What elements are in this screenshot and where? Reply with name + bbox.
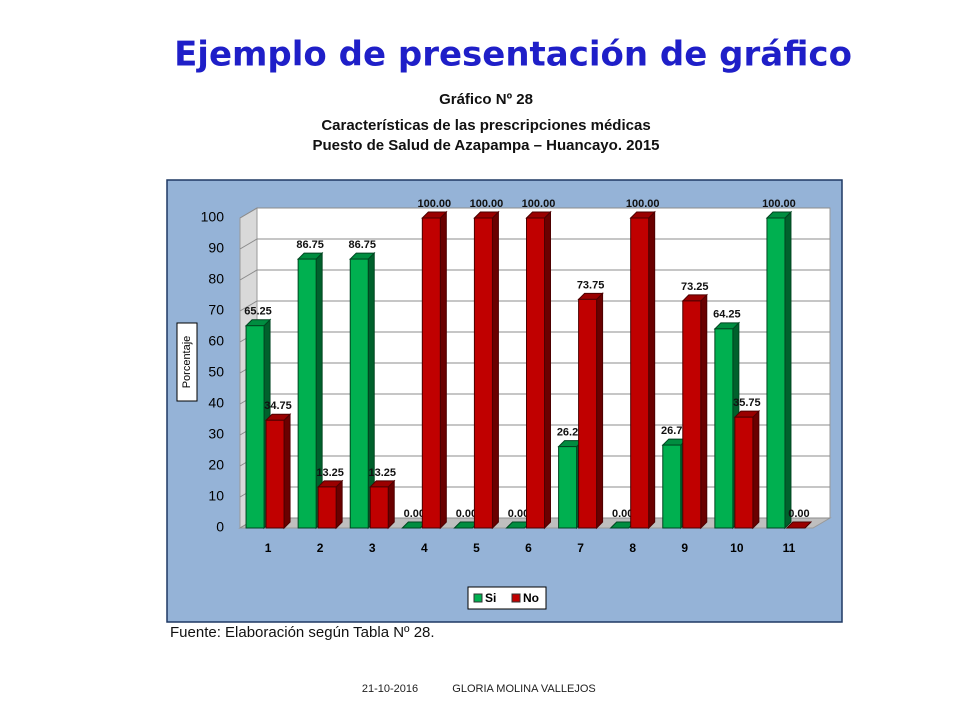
data-label: 35.75 [733, 397, 761, 409]
legend-swatch [473, 593, 483, 603]
y-tick-label: 40 [208, 395, 224, 411]
y-tick-label: 0 [216, 519, 224, 535]
footer-author: GLORIA MOLINA VALLEJOS [452, 683, 595, 695]
bar-side [544, 210, 551, 530]
bar [265, 419, 285, 529]
bar [630, 217, 650, 529]
data-label: 13.25 [316, 467, 344, 479]
plot: 0 10 20 30 40 50 60 70 80 90 100 1 65.25 34.75 2 86.75 1… [201, 198, 830, 555]
bar-top [785, 521, 813, 529]
bar [558, 446, 578, 529]
footer-date: 21-10-2016 [362, 683, 418, 695]
data-label: 26.25 [557, 427, 585, 439]
x-tick-label: 11 [783, 541, 796, 555]
x-tick-label: 2 [317, 541, 324, 555]
bar-side [283, 413, 291, 530]
slide-title: Ejemplo de presentación de gráfico [174, 35, 852, 75]
x-tick-label: 4 [421, 541, 428, 555]
data-label: 34.75 [264, 400, 292, 412]
x-tick-label: 3 [369, 541, 376, 555]
bar-side [752, 409, 760, 530]
data-label: 100.00 [417, 198, 451, 210]
y-tick-label: 90 [208, 240, 224, 256]
data-label: 0.00 [612, 508, 633, 520]
grid-line [239, 207, 830, 219]
x-tick-label: 8 [629, 541, 636, 555]
legend-swatch [511, 593, 521, 603]
bar [473, 217, 493, 529]
x-tick-label: 5 [473, 541, 480, 555]
bar-side [335, 479, 343, 530]
y-tick-label: 50 [208, 364, 224, 380]
bar [421, 217, 441, 529]
bar-side [439, 210, 447, 530]
bar [526, 217, 545, 529]
chart-title: Gráfico Nº 28 [439, 91, 533, 108]
x-tick-label: 9 [681, 541, 688, 555]
x-tick-label: 6 [525, 541, 532, 555]
data-label: 73.75 [577, 279, 605, 291]
data-label: 0.00 [404, 508, 425, 520]
bar [349, 258, 369, 529]
chart-subtitle: Puesto de Salud de Azapampa – Huancayo. … [312, 137, 659, 154]
data-label: 64.25 [713, 309, 741, 321]
data-label: 100.00 [762, 198, 796, 210]
data-label: 100.00 [470, 198, 504, 210]
data-label: 0.00 [508, 508, 529, 520]
data-label: 0.00 [456, 508, 477, 520]
data-label: 73.25 [681, 281, 709, 293]
y-tick-label: 30 [208, 426, 224, 442]
data-label: 26.75 [661, 425, 689, 437]
y-tick-label: 70 [208, 302, 224, 318]
x-tick-label: 10 [730, 541, 744, 555]
bar-side [491, 210, 499, 530]
chart-subtitle: Características de las prescripciones mé… [321, 117, 650, 134]
y-tick-label: 80 [208, 271, 224, 287]
legend [467, 586, 547, 610]
bar [578, 298, 598, 529]
bar [245, 325, 265, 529]
bar-side [700, 293, 708, 530]
bar-side [596, 292, 604, 530]
bar [297, 258, 317, 529]
data-label: 65.25 [244, 306, 272, 318]
y-axis-label: Porcentaje [181, 336, 193, 389]
bar [734, 416, 754, 529]
bar [714, 328, 734, 529]
data-label: 86.75 [348, 239, 376, 251]
x-tick-label: 1 [265, 541, 272, 555]
y-tick-label: 20 [208, 457, 224, 473]
bar [766, 217, 786, 529]
bar [369, 486, 389, 529]
source-note: Fuente: Elaboración según Tabla Nº 28. [170, 624, 435, 641]
data-label: 13.25 [368, 467, 396, 479]
data-label: 100.00 [522, 198, 556, 210]
bar-side [784, 210, 792, 530]
bar [317, 486, 337, 529]
bar [682, 300, 702, 529]
legend-label: Si [485, 591, 496, 605]
data-label: 100.00 [626, 198, 660, 210]
legend-label: No [523, 591, 539, 605]
bar-side [387, 479, 395, 530]
bar-side [648, 210, 656, 530]
bar [662, 444, 682, 529]
x-tick-label: 7 [577, 541, 584, 555]
data-label: 0.00 [788, 508, 809, 520]
y-tick-label: 10 [208, 488, 224, 504]
data-label: 86.75 [296, 239, 324, 251]
y-tick-label: 60 [208, 333, 224, 349]
y-label-box [176, 322, 198, 402]
y-tick-label: 100 [201, 209, 225, 225]
